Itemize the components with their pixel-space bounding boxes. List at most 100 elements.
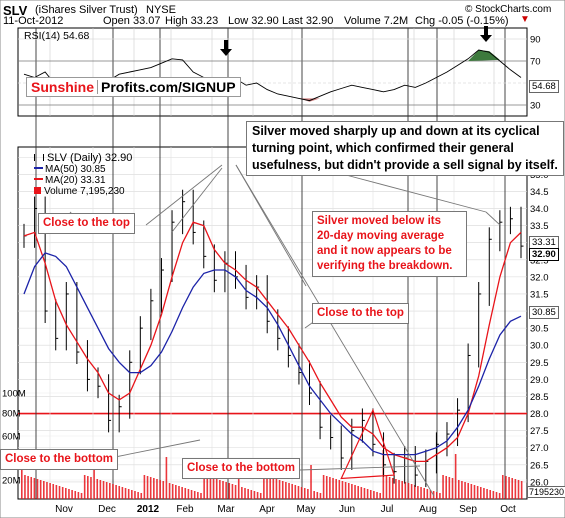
x-tick-label: Jun (339, 504, 355, 515)
volume-bar (52, 484, 55, 499)
volume-bar (300, 487, 303, 499)
volume-bar (253, 491, 256, 499)
legend-ma20: MA(20) 33.31 (34, 175, 106, 186)
rsi-panel (17, 27, 528, 117)
volume-bar (275, 479, 278, 499)
volume-bar (137, 492, 139, 499)
price-tick-label: 30.0 (530, 341, 549, 352)
annotation-bottom-2: Close to the bottom (182, 458, 300, 479)
volume-bar (193, 491, 196, 499)
volume-bar (244, 488, 246, 499)
volume-bar (209, 477, 212, 499)
volume-bar (247, 489, 249, 499)
volume-bar (313, 491, 315, 499)
volume-bar (140, 493, 143, 499)
watermark: © StockCharts.com (465, 4, 552, 15)
volume-bar (351, 484, 353, 499)
volume-bar (461, 481, 463, 499)
volume-label: Volume 7.2M (344, 15, 409, 27)
volume-bar (43, 481, 45, 499)
volume-bar (373, 491, 375, 499)
volume-bar (288, 483, 290, 499)
rsi-tick-label: 90 (530, 35, 541, 46)
volume-bar (215, 479, 218, 499)
volume-bar (451, 478, 454, 499)
ma20-line (23, 221, 522, 463)
price-tick-label: 34.0 (530, 204, 549, 215)
volume-bar (398, 480, 400, 499)
volume-value-tag: 7195230 (527, 486, 565, 498)
open-label: Open 33.07 (103, 15, 161, 27)
volume-bar (228, 483, 231, 499)
volume-bar (338, 480, 341, 499)
volume-bar (322, 475, 325, 499)
x-tick-label: Oct (500, 504, 516, 515)
volume-bar (445, 476, 448, 499)
volume-bar (105, 482, 108, 499)
volume-bar (65, 488, 67, 499)
volume-bar (234, 485, 237, 499)
volume-bar (376, 492, 378, 499)
volume-bar (501, 475, 504, 499)
volume-bar (168, 483, 171, 499)
volume-bar (467, 483, 470, 499)
volume-bar (442, 475, 444, 499)
brand-banner[interactable]: Sunshine Profits.com/SIGNUP (26, 77, 241, 97)
volume-bar (514, 479, 517, 499)
volume-bar (388, 477, 391, 499)
volume-bar (219, 480, 221, 499)
price-tick-label: 34.5 (530, 187, 549, 198)
volume-bar (153, 478, 155, 499)
price-tick-label: 29.5 (530, 358, 549, 369)
volume-bar (112, 484, 114, 499)
annotation-pointer (299, 465, 421, 471)
volume-bar (281, 481, 284, 499)
volume-bar (316, 492, 319, 499)
x-tick-label: May (297, 504, 316, 515)
triangle-pattern (340, 408, 395, 480)
volume-bar (124, 488, 127, 499)
annotation-top-2: Close to the top (312, 303, 409, 324)
volume-bar (33, 478, 36, 499)
annotation-pointer (145, 164, 223, 226)
volume-bar (68, 489, 70, 499)
volume-bar (39, 480, 42, 499)
down-arrow-icon (220, 49, 232, 56)
volume-bar (237, 461, 240, 499)
volume-bar (225, 482, 227, 499)
last-label: Last 32.90 (282, 15, 334, 27)
volume-bar (118, 486, 121, 499)
volume-bar (212, 478, 215, 499)
x-tick-label: Feb (176, 504, 194, 515)
volume-bar (379, 493, 381, 499)
legend-price: SLV (Daily) 32.90 (34, 152, 132, 164)
volume-bar (278, 480, 281, 499)
volume-bar (303, 488, 306, 499)
volume-bar (486, 489, 488, 499)
volume-bar (121, 487, 124, 499)
volume-bar (335, 479, 337, 499)
price-tick-label: 28.5 (530, 392, 549, 403)
volume-bar (285, 482, 287, 499)
volume-bar (134, 491, 136, 499)
volume-bar (259, 493, 262, 499)
volume-bar (479, 487, 482, 499)
price-panel (17, 146, 528, 500)
volume-bar (175, 485, 177, 499)
volume-bar (36, 479, 39, 499)
annotation-pointer (235, 164, 435, 497)
price-tick-label: 33.5 (530, 221, 549, 232)
down-arrow-icon (480, 35, 492, 42)
volume-tick-label: 20M (2, 476, 21, 487)
volume-bar (99, 480, 102, 499)
ticker-name: (iShares Silver Trust) (35, 4, 138, 16)
volume-tick-label: 60M (2, 432, 21, 443)
volume-bar (190, 490, 193, 499)
volume-bar (470, 484, 473, 499)
x-tick-label: Mar (217, 504, 235, 515)
price-tick-label: 27.5 (530, 426, 549, 437)
price-tick-label: 29.0 (530, 375, 549, 386)
volume-bar (90, 477, 92, 499)
volume-bar (178, 486, 180, 499)
volume-bar (363, 488, 366, 499)
